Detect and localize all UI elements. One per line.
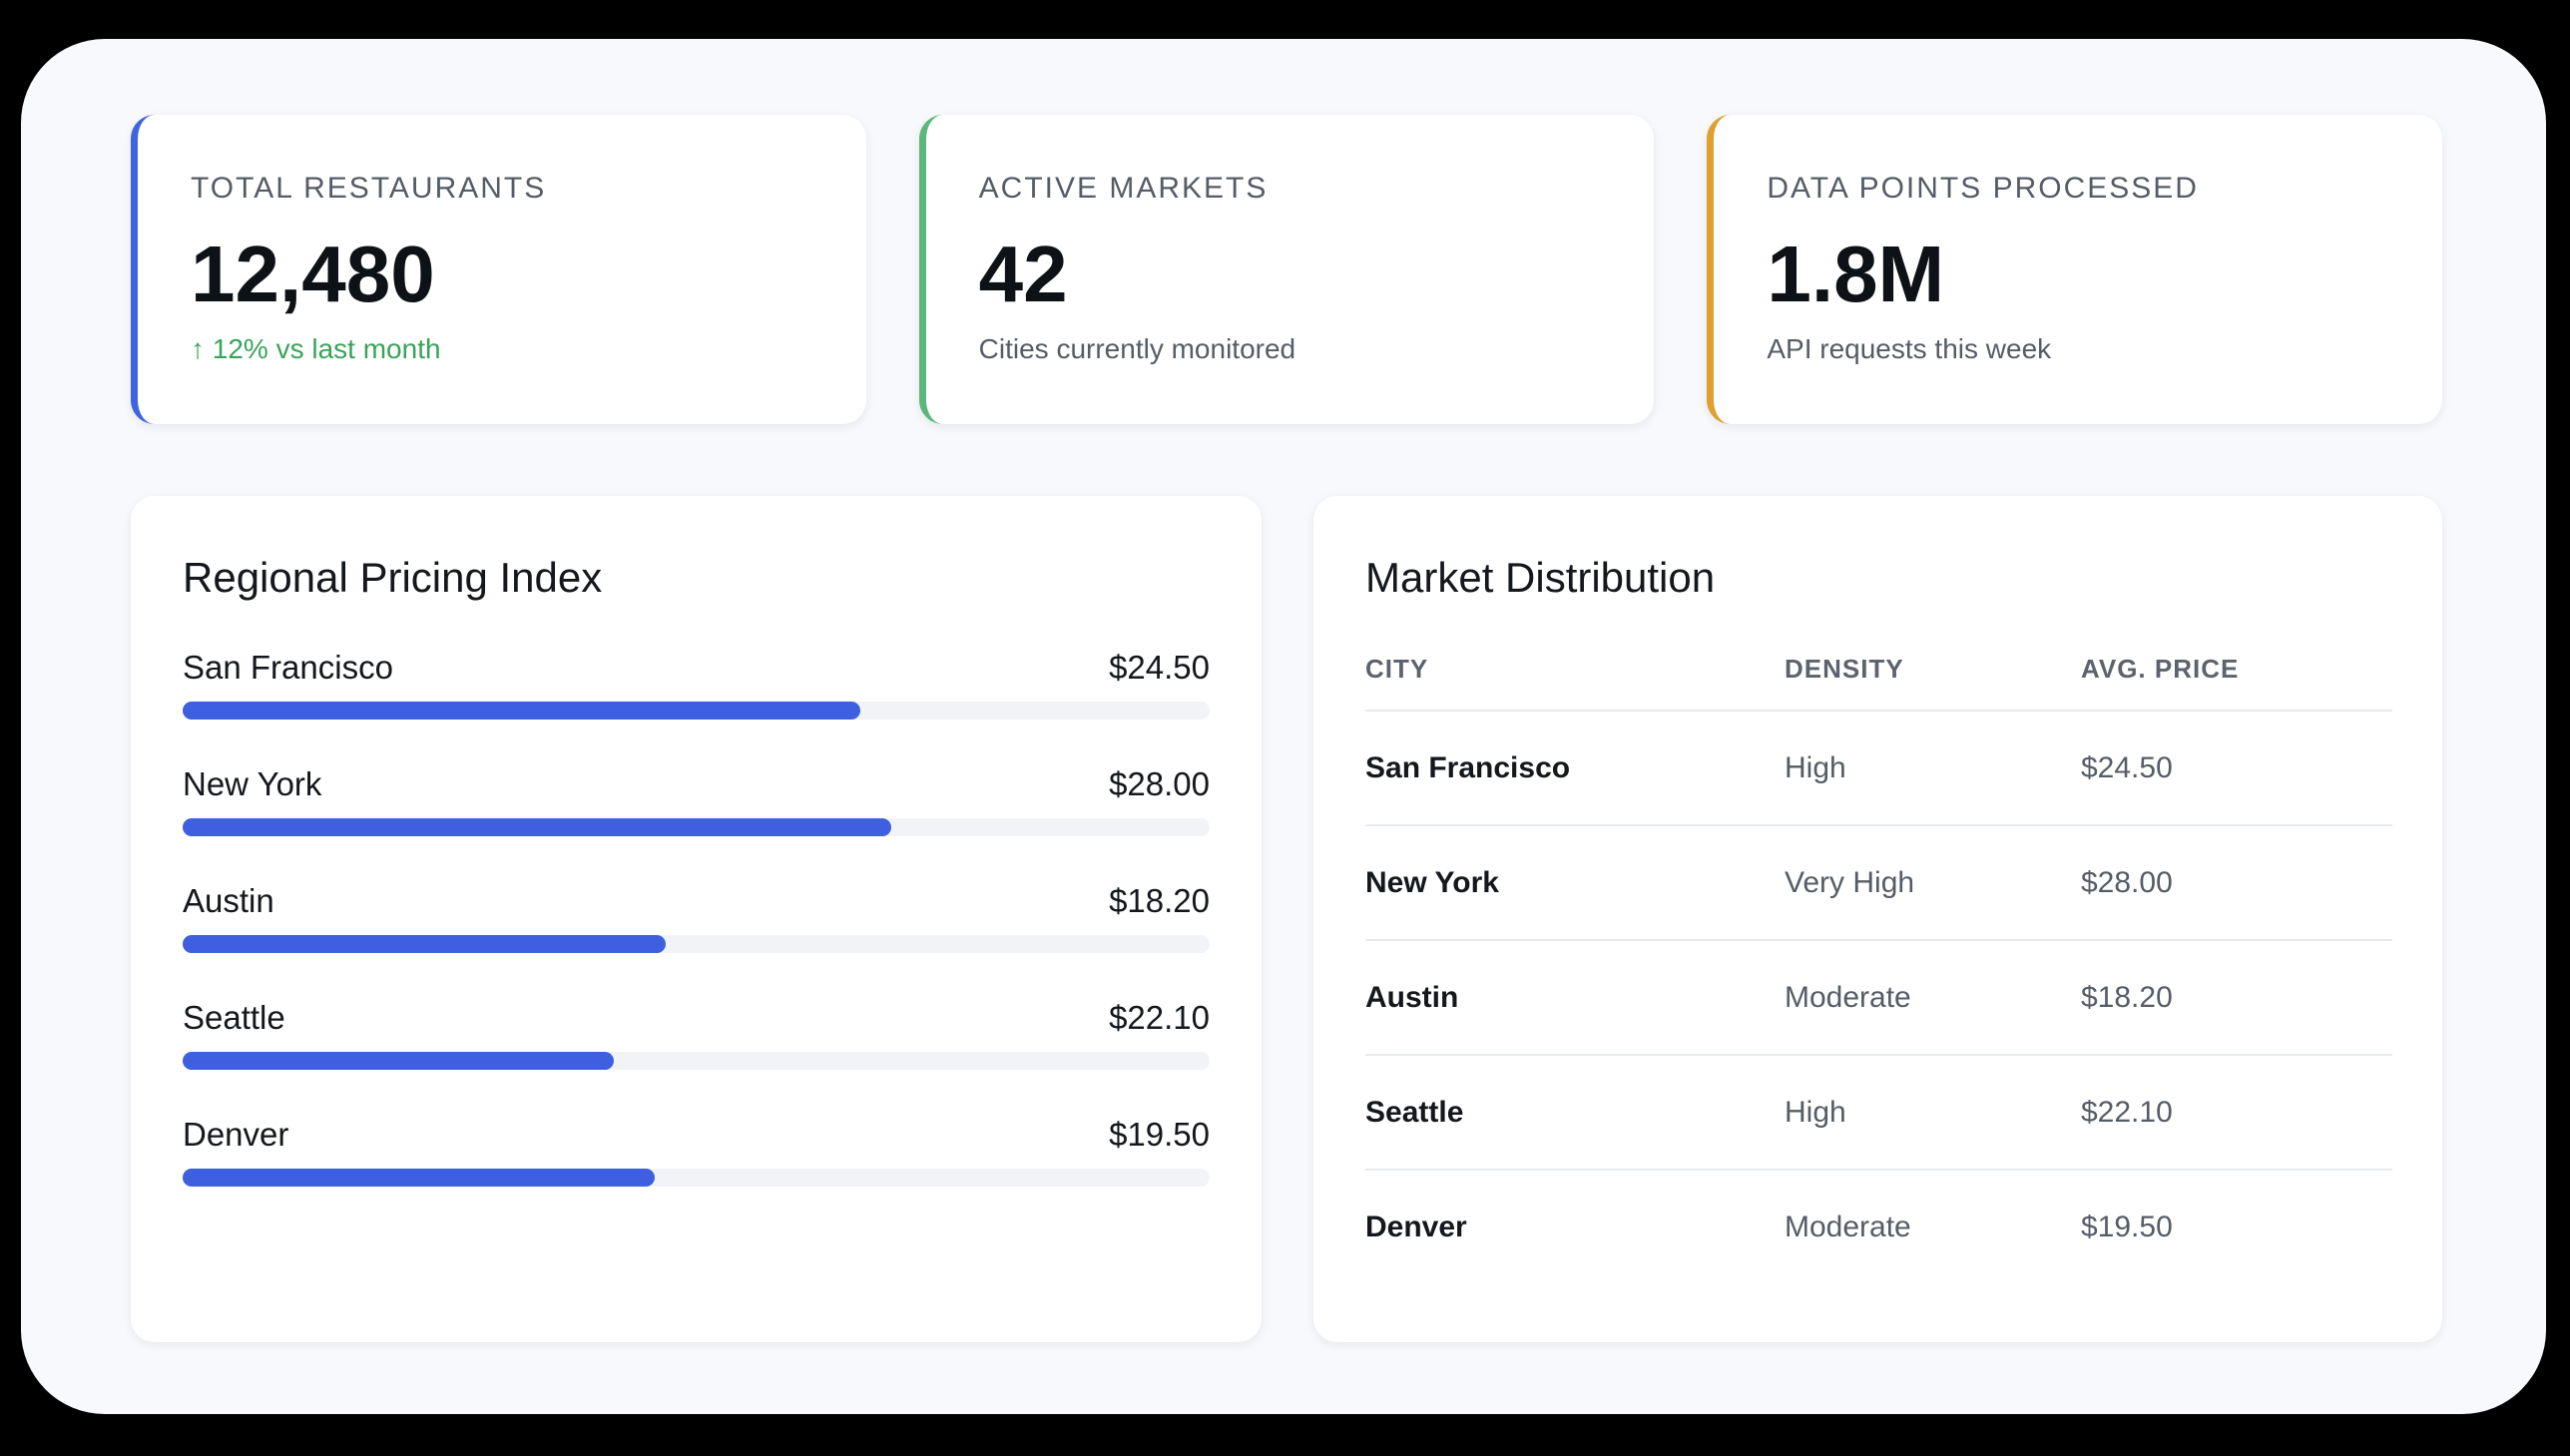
pricing-bar-item: Seattle $22.10 [183,998,1210,1115]
cell-city: San Francisco [1365,711,1785,826]
cell-density: Very High [1785,825,2081,941]
bar-track [183,702,1210,720]
table-row: Austin Moderate $18.20 [1365,940,2392,1056]
stat-value: 1.8M [1767,230,1945,318]
table-row: Seattle High $22.10 [1365,1055,2392,1171]
stat-subtext: API requests this week [1767,333,2052,364]
stat-label: ACTIVE MARKETS [978,172,1269,205]
bar-city-label: San Francisco [183,649,393,686]
column-header-density: DENSITY [1785,654,2081,712]
stat-trend: ↑ 12% vs last month [191,333,441,364]
bar-city-label: Seattle [183,999,285,1036]
table-row: New York Very High $28.00 [1365,825,2392,941]
stat-value: 42 [978,230,1068,318]
bar-fill [183,702,861,720]
stat-subtext: Cities currently monitored [978,333,1296,364]
pricing-bar-item: Austin $18.20 [183,881,1210,998]
stat-label: TOTAL RESTAURANTS [191,172,547,205]
cell-city: Denver [1365,1210,1467,1243]
bar-fill [183,935,666,953]
cell-density: High [1785,711,2081,826]
bar-price-label: $28.00 [1109,765,1210,802]
dashboard-frame: TOTAL RESTAURANTS 12,480 ↑ 12% vs last m… [21,39,2546,1414]
bar-fill [183,1169,656,1187]
pricing-bar-item: Denver $19.50 [183,1115,1210,1231]
bar-fill [183,1052,615,1070]
panel-title: Regional Pricing Index [183,554,603,601]
table-row: San Francisco High $24.50 [1365,711,2392,826]
cell-density: Moderate [1785,1210,1911,1243]
pricing-bar-item: San Francisco $24.50 [183,648,1210,764]
cell-city: Seattle [1365,1055,1785,1171]
cell-city: New York [1365,825,1785,941]
cell-price: $19.50 [2081,1210,2173,1243]
column-header-city: CITY [1365,654,1785,712]
stat-card-total-restaurants: TOTAL RESTAURANTS 12,480 ↑ 12% vs last m… [131,115,866,424]
stat-label: DATA POINTS PROCESSED [1767,172,2199,205]
stats-row: TOTAL RESTAURANTS 12,480 ↑ 12% vs last m… [131,115,2443,424]
pricing-bar-item: New York $28.00 [183,764,1210,881]
market-distribution-panel: Market Distribution CITY DENSITY AVG. PR… [1313,496,2442,1342]
cell-density: Moderate [1785,940,2081,1056]
stat-card-data-points: DATA POINTS PROCESSED 1.8M API requests … [1707,115,2443,424]
bar-track [183,1052,1210,1070]
cell-price: $22.10 [2081,1055,2392,1171]
bar-fill [183,818,891,836]
cell-price: $24.50 [2081,711,2392,826]
column-header-avg-price: AVG. PRICE [2081,654,2392,712]
bar-price-label: $18.20 [1109,882,1210,919]
panel-title: Market Distribution [1365,554,1716,601]
market-distribution-table: CITY DENSITY AVG. PRICE San Francisco Hi… [1365,654,2392,1283]
bar-city-label: Denver [183,1116,289,1153]
bar-price-label: $24.50 [1109,649,1210,686]
bar-price-label: $22.10 [1109,999,1210,1036]
bar-track [183,1169,1210,1187]
bar-city-label: New York [183,765,322,802]
table-row: Denver Moderate $19.50 [1365,1170,2392,1283]
bar-city-label: Austin [183,882,274,919]
bar-track [183,818,1210,836]
table-header-row: CITY DENSITY AVG. PRICE [1365,654,2392,712]
stat-value: 12,480 [191,230,435,318]
cell-price: $18.20 [2081,940,2392,1056]
regional-pricing-panel: Regional Pricing Index San Francisco $24… [131,496,1262,1342]
bar-track [183,935,1210,953]
stat-card-active-markets: ACTIVE MARKETS 42 Cities currently monit… [918,115,1655,424]
cell-price: $28.00 [2081,825,2392,941]
pricing-bar-list: San Francisco $24.50 New York $28.00 A [183,648,1210,1231]
cell-city: Austin [1365,940,1785,1056]
cell-density: High [1785,1055,2081,1171]
bar-price-label: $19.50 [1109,1116,1210,1153]
